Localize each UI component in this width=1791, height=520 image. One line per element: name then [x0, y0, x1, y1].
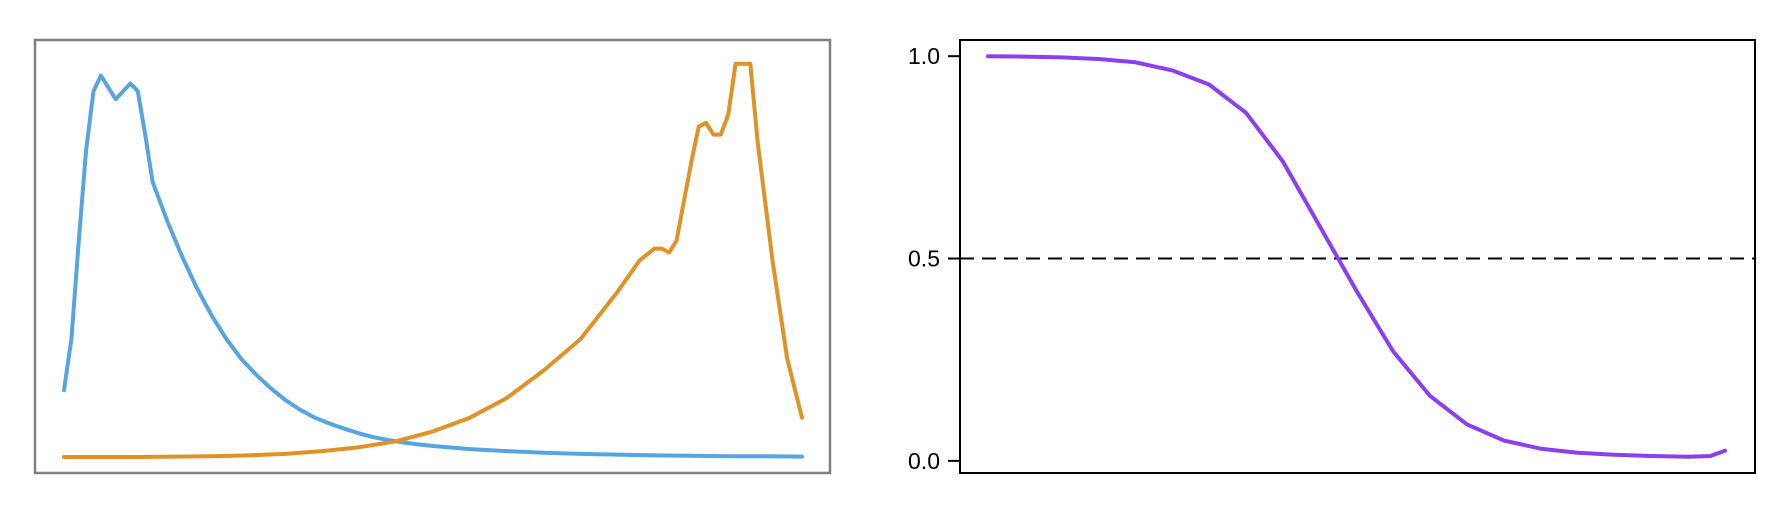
density-panel [33, 38, 832, 475]
y-tick-label-1: 0.5 [908, 246, 940, 272]
density-series-group [62, 61, 804, 459]
y-tick-label-0: 0.0 [908, 448, 940, 474]
density-plot-frame [33, 38, 832, 475]
density-series-1 [62, 73, 804, 459]
probability-plot-frame [959, 39, 1756, 474]
density-series-2 [62, 61, 804, 459]
probability-panel: 0.0 0.5 1.0 [908, 39, 1756, 474]
probability-series-1 [986, 54, 1727, 459]
probability-series-group [986, 54, 1727, 459]
y-axis-ticks: 0.0 0.5 1.0 [908, 43, 960, 474]
y-tick-label-2: 1.0 [908, 43, 940, 69]
